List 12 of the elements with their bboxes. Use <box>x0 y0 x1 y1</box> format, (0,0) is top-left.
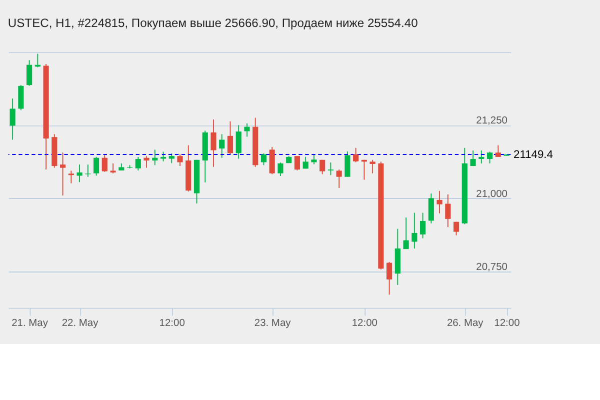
chart-title: USTEC, H1, #224815, Покупаем выше 25666.90, Продаем ниже 25554.40 <box>8 16 418 30</box>
y-tick-label: 20,750 <box>476 262 508 273</box>
x-tick-label: 21. May <box>12 318 49 329</box>
x-tick-label: 26. May <box>446 318 484 329</box>
x-tick-label: 12:00 <box>352 318 378 329</box>
y-tick-label: 21,000 <box>476 188 508 200</box>
x-tick-label: 12:00 <box>159 318 186 329</box>
x-tick-label: 22. May <box>62 318 100 329</box>
x-tick-label: 23. May <box>254 318 292 329</box>
ref-line-label: 21149.4 <box>513 149 553 162</box>
x-tick-label: 12:00 <box>494 318 520 329</box>
y-tick-label: 21,250 <box>476 116 508 127</box>
